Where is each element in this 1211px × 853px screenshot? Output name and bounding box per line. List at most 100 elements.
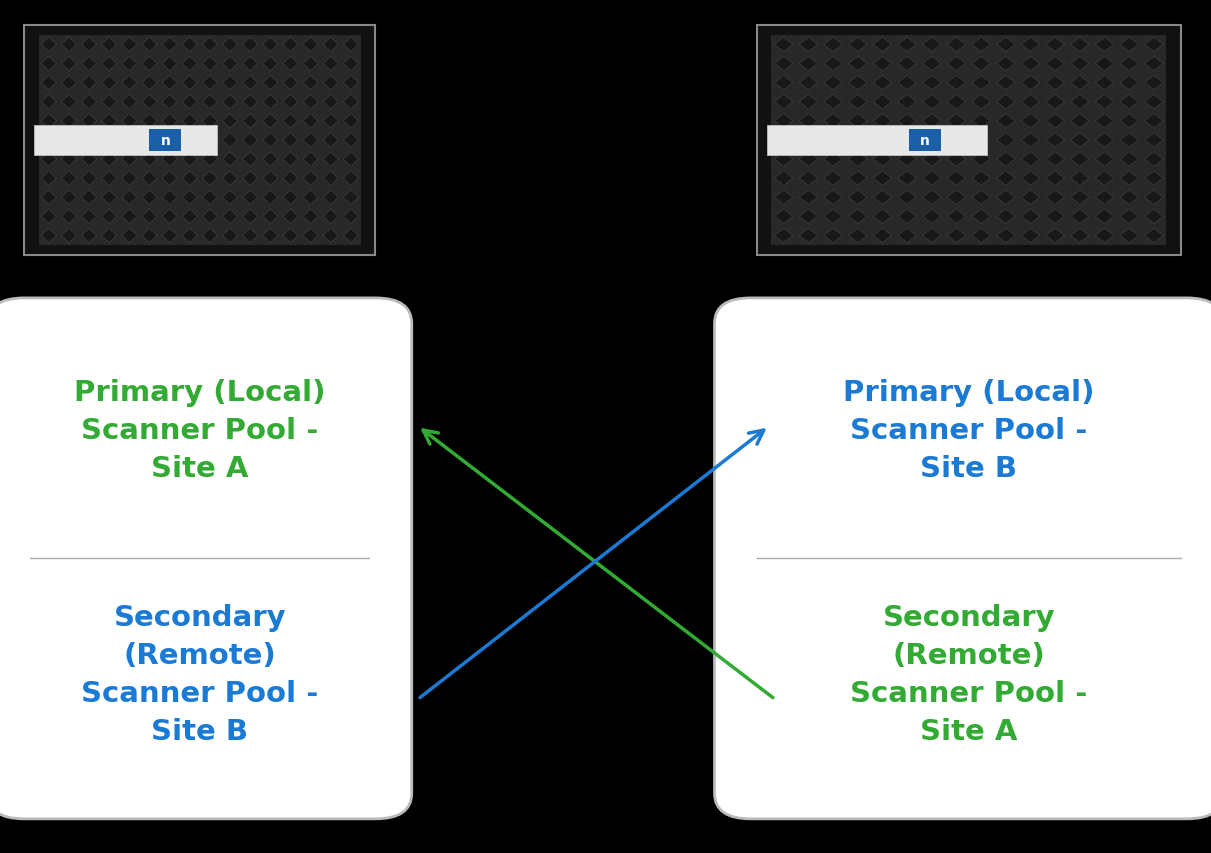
Polygon shape [142, 96, 157, 110]
Polygon shape [142, 191, 157, 206]
Polygon shape [41, 76, 57, 90]
Polygon shape [774, 57, 793, 72]
Text: Primary (Local)
Scanner Pool -
Site B: Primary (Local) Scanner Pool - Site B [843, 379, 1095, 483]
Polygon shape [142, 153, 157, 167]
Polygon shape [41, 57, 57, 72]
Polygon shape [162, 229, 177, 243]
Polygon shape [223, 114, 237, 129]
Polygon shape [1144, 57, 1164, 72]
Polygon shape [1144, 191, 1164, 206]
Polygon shape [62, 229, 76, 243]
Polygon shape [923, 210, 941, 224]
Polygon shape [282, 191, 298, 206]
Polygon shape [62, 171, 76, 186]
Polygon shape [897, 114, 917, 129]
Polygon shape [323, 57, 338, 72]
Polygon shape [1120, 57, 1138, 72]
Polygon shape [1021, 171, 1040, 186]
Polygon shape [849, 76, 867, 90]
Polygon shape [202, 96, 218, 110]
Polygon shape [971, 134, 991, 148]
Polygon shape [799, 229, 817, 243]
Polygon shape [323, 210, 338, 224]
Text: Secondary
(Remote)
Scanner Pool -
Site A: Secondary (Remote) Scanner Pool - Site A [850, 603, 1087, 745]
Polygon shape [1095, 134, 1114, 148]
Polygon shape [799, 38, 817, 53]
Polygon shape [1046, 96, 1064, 110]
Polygon shape [162, 114, 177, 129]
Polygon shape [303, 191, 318, 206]
Polygon shape [997, 171, 1015, 186]
Polygon shape [142, 57, 157, 72]
Polygon shape [923, 153, 941, 167]
Polygon shape [202, 229, 218, 243]
Polygon shape [849, 96, 867, 110]
Polygon shape [343, 229, 358, 243]
Polygon shape [223, 153, 237, 167]
Polygon shape [873, 96, 891, 110]
Polygon shape [323, 114, 338, 129]
Polygon shape [323, 38, 338, 53]
Polygon shape [971, 96, 991, 110]
Polygon shape [121, 210, 137, 224]
Polygon shape [1071, 96, 1089, 110]
Polygon shape [323, 229, 338, 243]
Polygon shape [923, 57, 941, 72]
Polygon shape [121, 114, 137, 129]
Polygon shape [849, 210, 867, 224]
Polygon shape [303, 153, 318, 167]
Polygon shape [1021, 134, 1040, 148]
Polygon shape [1095, 76, 1114, 90]
Polygon shape [997, 229, 1015, 243]
Polygon shape [897, 38, 917, 53]
Polygon shape [1021, 38, 1040, 53]
Polygon shape [1046, 191, 1064, 206]
Polygon shape [81, 38, 97, 53]
Polygon shape [142, 114, 157, 129]
Polygon shape [1144, 210, 1164, 224]
Polygon shape [1046, 134, 1064, 148]
Polygon shape [242, 210, 258, 224]
FancyBboxPatch shape [771, 36, 1166, 246]
Polygon shape [162, 171, 177, 186]
Polygon shape [1144, 76, 1164, 90]
Polygon shape [823, 76, 843, 90]
Polygon shape [282, 229, 298, 243]
FancyBboxPatch shape [0, 299, 412, 819]
Polygon shape [1120, 134, 1138, 148]
Polygon shape [1144, 153, 1164, 167]
Polygon shape [997, 134, 1015, 148]
Polygon shape [799, 191, 817, 206]
Polygon shape [223, 134, 237, 148]
Polygon shape [997, 96, 1015, 110]
Polygon shape [1095, 171, 1114, 186]
Text: Primary (Local)
Scanner Pool -
Site A: Primary (Local) Scanner Pool - Site A [74, 379, 326, 483]
Polygon shape [303, 96, 318, 110]
Polygon shape [242, 76, 258, 90]
Polygon shape [343, 38, 358, 53]
Polygon shape [1071, 153, 1089, 167]
Polygon shape [202, 153, 218, 167]
Polygon shape [1095, 153, 1114, 167]
Polygon shape [41, 96, 57, 110]
Polygon shape [849, 153, 867, 167]
Polygon shape [1071, 114, 1089, 129]
Polygon shape [947, 96, 966, 110]
Polygon shape [102, 114, 117, 129]
Polygon shape [1095, 210, 1114, 224]
Polygon shape [823, 153, 843, 167]
Polygon shape [282, 114, 298, 129]
Polygon shape [971, 114, 991, 129]
Polygon shape [897, 57, 917, 72]
Polygon shape [1095, 57, 1114, 72]
Polygon shape [873, 210, 891, 224]
Polygon shape [823, 171, 843, 186]
Polygon shape [849, 171, 867, 186]
Polygon shape [873, 171, 891, 186]
Polygon shape [774, 191, 793, 206]
Polygon shape [774, 114, 793, 129]
Polygon shape [142, 38, 157, 53]
Polygon shape [121, 38, 137, 53]
Polygon shape [223, 171, 237, 186]
Polygon shape [873, 229, 891, 243]
